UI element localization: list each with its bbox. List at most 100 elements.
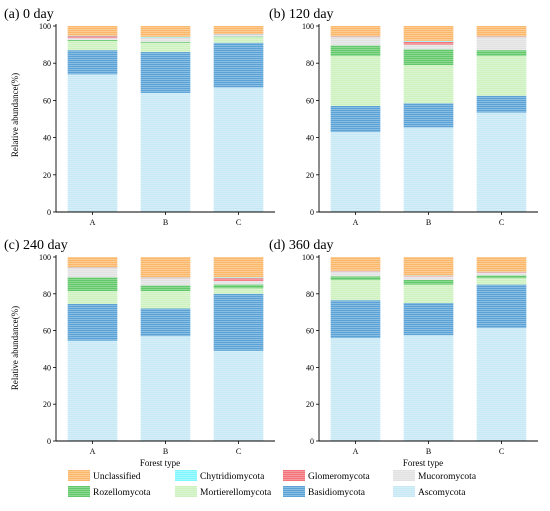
legend-swatch-texture-chytridiomycota [175,470,197,481]
legend-label-unclassified: Unclassified [93,471,141,482]
bar-basidiomycota-a-texture [330,105,381,133]
legend-label-mucoromycota: Mucoromycota [418,472,477,482]
bar-unclassified-b-texture [403,257,454,276]
x-tick-label: C [499,447,504,456]
bar-mucoromycota-a-texture [67,268,118,278]
bar-basidiomycota-a-texture [330,300,381,338]
bar-ascomycota-c-texture [476,327,527,441]
y-tick-label: 80 [306,290,314,299]
bar-mucoromycota-c-texture [213,34,264,37]
bar-rozellomycota-b-texture [403,49,454,66]
x-tick-label: A [353,218,359,227]
bar-mortierellomycota-c-texture [476,278,527,285]
x-axis-label-right: Forest type [403,458,443,468]
bar-unclassified-a-texture [330,26,381,37]
y-tick-label: 80 [43,59,51,68]
bar-unclassified-b-texture [140,257,191,278]
y-axis-label-top: Relative abundance(%) [10,73,20,157]
y-tick-label: 0 [47,208,51,217]
bar-rozellomycota-b-texture [140,285,191,292]
bar-mucoromycota-b-texture [140,278,191,286]
bar-mucoromycota-b-texture [140,38,191,42]
bar-rozellomycota-a-texture [67,277,118,292]
bar-rozellomycota-b-texture [140,41,191,43]
legend-swatch-texture-unclassified [68,470,90,481]
bar-mortierellomycota-a-texture [330,55,381,106]
bar-glomeromycota-b-texture [403,41,454,45]
y-tick-label: 20 [306,400,314,409]
x-tick-label: B [163,447,168,456]
bar-rozellomycota-a-texture [330,276,381,280]
y-tick-label: 100 [302,22,314,31]
legend-label-ascomycota: Ascomycota [418,488,466,498]
y-tick-label: 40 [306,363,314,372]
bar-mortierellomycota-b-texture [403,284,454,303]
bar-basidiomycota-b-texture [140,52,191,93]
legend-label-mortierellomycota: Mortierellomycota [200,488,272,498]
legend-swatch-texture-rozellomycota [68,486,90,497]
y-tick-label: 40 [43,134,51,143]
bar-ascomycota-c-texture [213,87,264,212]
bar-mucoromycota-c-texture [476,37,527,51]
legend: Unclassified Chytridiomycota Glomeromycota… [68,470,477,498]
bar-basidiomycota-a-texture [67,303,118,341]
bar-ascomycota-a-texture [67,74,118,212]
chart-240-day: (c) 240 day A B C 0 20 40 60 80 100 [4,238,275,456]
bar-glomeromycota-a-texture [330,36,381,38]
y-tick-label: 0 [310,437,314,446]
bar-glomeromycota-c-texture [213,278,264,281]
bar-mucoromycota-c-texture [476,272,527,276]
y-tick-label: 80 [306,59,314,68]
y-tick-label: 60 [43,96,51,105]
bar-rozellomycota-c-texture [476,275,527,279]
bar-glomeromycota-b-texture [403,275,454,277]
x-tick-label: B [163,218,168,227]
y-tick-label: 60 [43,327,51,336]
bar-rozellomycota-a-texture [67,39,118,41]
y-tick-label: 100 [39,253,51,262]
bar-glomeromycota-a-texture [67,36,118,39]
bar-unclassified-c-texture [476,26,527,37]
legend-swatch-texture-mortierellomycota [175,486,197,497]
bar-mucoromycota-a-texture [330,37,381,46]
bar-unclassified-a-texture [67,26,118,36]
x-tick-label: C [236,447,241,456]
bar-basidiomycota-a-texture [67,50,118,75]
bar-mucoromycota-c-texture [213,280,264,285]
bar-rozellomycota-a-texture [330,45,381,56]
x-tick-label: C [499,218,504,227]
x-axis-label-left: Forest type [140,458,180,468]
legend-label-chytridiomycota: Chytridiomycota [200,472,265,482]
bar-mucoromycota-a-texture [330,271,381,277]
bar-rozellomycota-c-texture [476,50,527,56]
bar-mortierellomycota-b-texture [403,65,454,104]
bar-basidiomycota-c-texture [213,42,264,88]
legend-label-basidiomycota: Basidiomycota [308,488,366,498]
bar-mortierellomycota-c-texture [213,37,264,43]
legend-swatch-texture-ascomycota [393,486,415,497]
bar-mucoromycota-b-texture [403,44,454,50]
bar-glomeromycota-c-texture [476,36,527,38]
y-tick-label: 40 [306,134,314,143]
bar-rozellomycota-b-texture [403,280,454,285]
bar-basidiomycota-b-texture [140,308,191,337]
chart-title: (a) 0 day [4,7,54,22]
bar-glomeromycota-c-texture [476,272,527,273]
bar-mucoromycota-b-texture [403,276,454,280]
chart-title: (d) 360 day [269,238,334,253]
bar-ascomycota-a-texture [330,337,381,441]
legend-swatch-texture-mucoromycota [393,470,415,481]
legend-label-glomeromycota: Glomeromycota [308,472,371,482]
legend-swatch-texture-basidiomycota [283,486,305,497]
y-tick-label: 0 [47,437,51,446]
bar-ascomycota-a-texture [67,340,118,441]
y-axis-label-bottom: Relative abundance(%) [10,306,20,390]
bar-chytridiomycota-b-texture [403,40,454,42]
bar-ascomycota-a-texture [330,132,381,212]
bar-chytridiomycota-b-texture [140,36,191,38]
bar-chytridiomycota-c-texture [213,277,264,279]
bar-mucoromycota-a-texture [67,38,118,40]
bar-basidiomycota-b-texture [403,103,454,128]
bar-unclassified-b-texture [403,26,454,41]
